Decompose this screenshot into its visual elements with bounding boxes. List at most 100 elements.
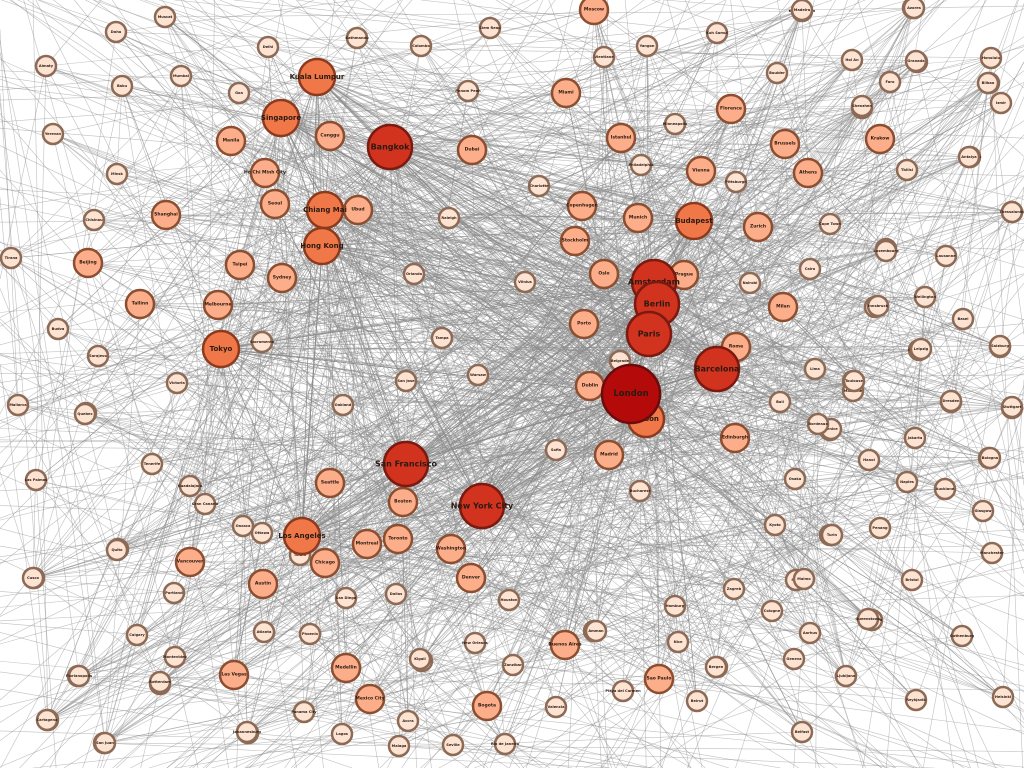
city-node-toronto[interactable]: Toronto xyxy=(382,523,414,555)
city-node-circle[interactable] xyxy=(792,567,816,591)
city-node-circle[interactable] xyxy=(227,81,251,105)
city-node-circle[interactable] xyxy=(435,533,467,565)
city-node-osaka[interactable]: Osaka xyxy=(783,467,807,491)
city-node-houston[interactable]: Houston xyxy=(497,588,521,612)
city-node-circle[interactable] xyxy=(544,695,568,719)
city-node-circle[interactable] xyxy=(458,482,506,530)
city-node-circle[interactable] xyxy=(314,120,346,152)
city-node-hong-kong[interactable]: Hong Kong xyxy=(300,226,344,266)
city-node-copenhagen[interactable]: Copenhagen xyxy=(566,190,598,222)
city-node-circle[interactable] xyxy=(900,568,924,592)
city-node-nairobi[interactable]: Nairobi xyxy=(738,271,762,295)
city-node-circle[interactable] xyxy=(864,123,896,155)
city-node-circle[interactable] xyxy=(895,158,919,182)
city-node-granada[interactable]: Granada xyxy=(904,49,928,73)
city-node-beirut[interactable]: Beirut xyxy=(685,689,709,713)
city-node-vientiane[interactable]: Vientiane xyxy=(592,45,616,69)
city-node-yangon[interactable]: Yangon xyxy=(635,34,659,58)
city-node-circle[interactable] xyxy=(72,247,104,279)
city-node-circle[interactable] xyxy=(724,170,748,194)
city-node-circle[interactable] xyxy=(622,202,654,234)
city-node-circle[interactable] xyxy=(857,448,881,472)
city-node-colombo[interactable]: Colombo xyxy=(409,34,433,58)
city-node-circle[interactable] xyxy=(1000,200,1024,224)
city-node-circle[interactable] xyxy=(629,153,653,177)
city-node-basel[interactable]: Basel xyxy=(951,307,975,331)
city-node-circle[interactable] xyxy=(396,709,420,733)
city-node-buenos-aires[interactable]: Buenos Aires xyxy=(548,629,582,661)
city-node-circle[interactable] xyxy=(674,201,714,241)
city-node-circle[interactable] xyxy=(976,71,1000,95)
city-node-luxembourg[interactable]: Luxembourg xyxy=(873,239,899,263)
city-node-circle[interactable] xyxy=(105,538,129,562)
city-node-circle[interactable] xyxy=(456,134,488,166)
city-node-circle[interactable] xyxy=(904,49,928,73)
city-node-sofia[interactable]: Sofia xyxy=(544,438,568,462)
city-node-dallas[interactable]: Dallas xyxy=(384,582,408,606)
city-node-circle[interactable] xyxy=(478,16,502,40)
city-node-circle[interactable] xyxy=(162,581,186,605)
city-node-delhi[interactable]: Delhi xyxy=(256,35,280,59)
city-node-seville[interactable]: Seville xyxy=(441,733,465,757)
city-node-circle[interactable] xyxy=(818,212,842,236)
city-node-istanbul[interactable]: Istanbul xyxy=(605,122,637,154)
city-node-rio-de-janeiro[interactable]: Rio de Janeiro xyxy=(491,732,520,756)
city-node-malmo[interactable]: Malmo xyxy=(792,567,816,591)
city-node-warsaw[interactable]: Warsaw xyxy=(466,363,490,387)
city-node-circle[interactable] xyxy=(437,206,461,230)
city-node-circle[interactable] xyxy=(566,190,598,222)
city-node-circle[interactable] xyxy=(635,34,659,58)
city-node-penang[interactable]: Penang xyxy=(868,516,892,540)
city-node-phoenix[interactable]: Phoenix xyxy=(298,622,322,646)
city-node-zanzibar[interactable]: Zanzibar xyxy=(501,653,525,677)
city-node-circle[interactable] xyxy=(67,664,91,688)
city-node-los-angeles[interactable]: Los Angeles xyxy=(278,516,326,556)
city-node-kyoto[interactable]: Kyoto xyxy=(763,513,787,537)
city-node-circle[interactable] xyxy=(193,492,217,516)
city-node-raleigh[interactable]: Raleigh xyxy=(437,206,461,230)
city-node-playa-del-carmen[interactable]: Playa del Carmen xyxy=(605,679,641,703)
city-node-nice[interactable]: Nice xyxy=(666,630,690,654)
city-node-london[interactable]: London xyxy=(600,363,662,425)
city-node-boulder[interactable]: Boulder xyxy=(765,61,789,85)
city-node-beijing[interactable]: Beijing xyxy=(72,247,104,279)
city-node-mexico-city[interactable]: Mexico City xyxy=(354,683,386,715)
city-node-circle[interactable] xyxy=(366,123,414,171)
city-node-circle[interactable] xyxy=(148,670,172,694)
city-node-vienna[interactable]: Vienna xyxy=(685,155,717,187)
city-node-circle[interactable] xyxy=(215,125,247,157)
city-node-paris[interactable]: Paris xyxy=(625,310,673,358)
city-node-kuala-lumpur[interactable]: Kuala Lumpur xyxy=(290,57,345,97)
city-node-bangkok[interactable]: Bangkok xyxy=(366,123,414,171)
city-node-circle[interactable] xyxy=(331,393,355,417)
city-node-seattle[interactable]: Seattle xyxy=(314,467,346,499)
city-node-san-francisco[interactable]: San Francisco xyxy=(375,440,438,488)
city-node-bilbao[interactable]: Bilbao xyxy=(976,71,1000,95)
city-node-circle[interactable] xyxy=(41,122,65,146)
city-node-circle[interactable] xyxy=(790,720,814,744)
city-node-victoria[interactable]: Victoria xyxy=(165,371,189,395)
city-node-montreal[interactable]: Montreal xyxy=(351,528,383,560)
city-node-bucharest[interactable]: Bucharest xyxy=(628,479,652,503)
city-node-circle[interactable] xyxy=(153,5,177,29)
city-node-edinburgh[interactable]: Edinburgh xyxy=(719,422,751,454)
city-node-ubud[interactable]: Ubud xyxy=(342,194,374,226)
city-node-azores[interactable]: Azores xyxy=(902,0,926,20)
city-node-circle[interactable] xyxy=(93,731,117,755)
city-node-circle[interactable] xyxy=(382,440,430,488)
city-node-boston[interactable]: Boston xyxy=(387,486,419,518)
city-node-honolulu[interactable]: Honolulu xyxy=(979,46,1003,70)
city-node-minneapolis[interactable]: Minneapolis xyxy=(663,112,687,136)
city-node-stuttgart[interactable]: Stuttgart xyxy=(1000,395,1024,419)
city-node-reykjavik[interactable]: Reykjavik xyxy=(904,688,928,712)
city-node-florianopolis[interactable]: Florianopolis xyxy=(66,664,92,688)
city-node-circle[interactable] xyxy=(231,514,255,538)
city-node-circle[interactable] xyxy=(387,734,411,758)
city-node-circle[interactable] xyxy=(979,46,1003,70)
city-node-circle[interactable] xyxy=(493,732,517,756)
city-node-pittsburgh[interactable]: Pittsburgh xyxy=(724,170,748,194)
city-node-vancouver[interactable]: Vancouver xyxy=(174,546,206,578)
city-node-goa[interactable]: Goa xyxy=(227,81,251,105)
city-node-circle[interactable] xyxy=(259,188,291,220)
city-node-circle[interactable] xyxy=(933,477,957,501)
